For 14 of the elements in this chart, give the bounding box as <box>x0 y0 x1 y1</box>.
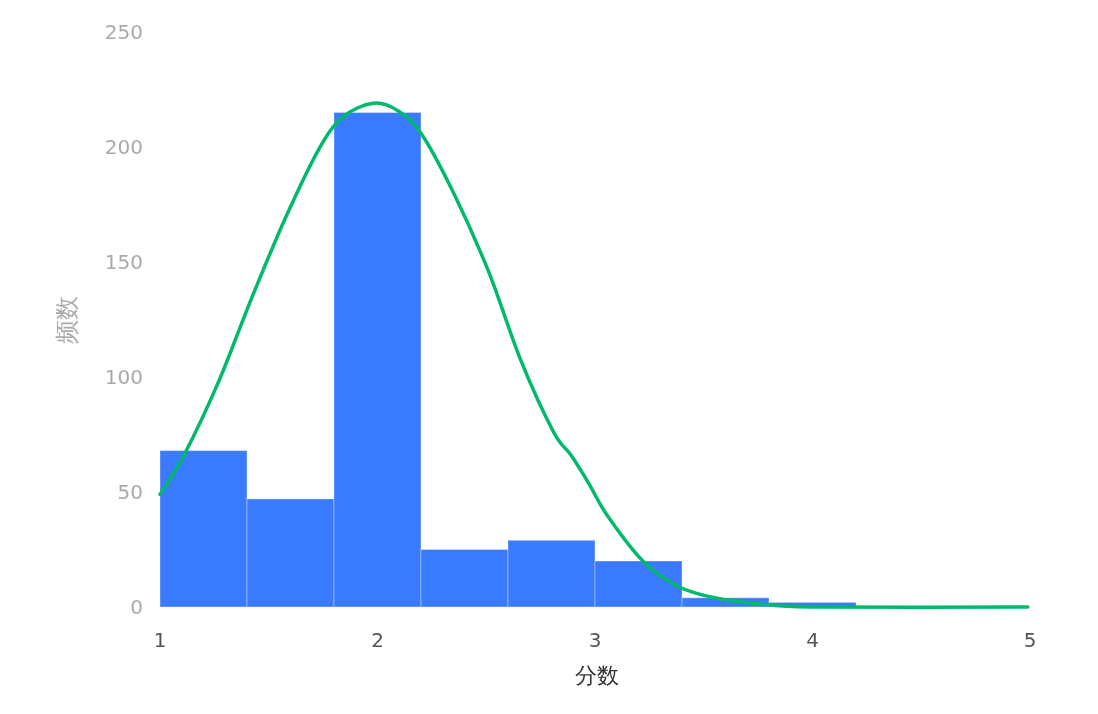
y-tick-label: 50 <box>117 480 143 504</box>
y-tick-label: 0 <box>130 595 143 619</box>
y-tick-label: 200 <box>104 135 143 159</box>
y-tick-label: 250 <box>104 20 143 44</box>
y-tick-label: 100 <box>104 365 143 389</box>
x-tick-label: 2 <box>371 628 384 652</box>
x-tick-label: 4 <box>806 628 819 652</box>
y-tick-label: 150 <box>104 250 143 274</box>
y-axis-title: 频数 <box>53 295 81 344</box>
x-tick-label: 1 <box>153 628 167 652</box>
x-axis-title: 分数 <box>575 663 619 688</box>
x-tick-label: 5 <box>1023 628 1037 652</box>
x-tick-label: 3 <box>588 628 602 652</box>
line-series <box>158 101 1030 609</box>
